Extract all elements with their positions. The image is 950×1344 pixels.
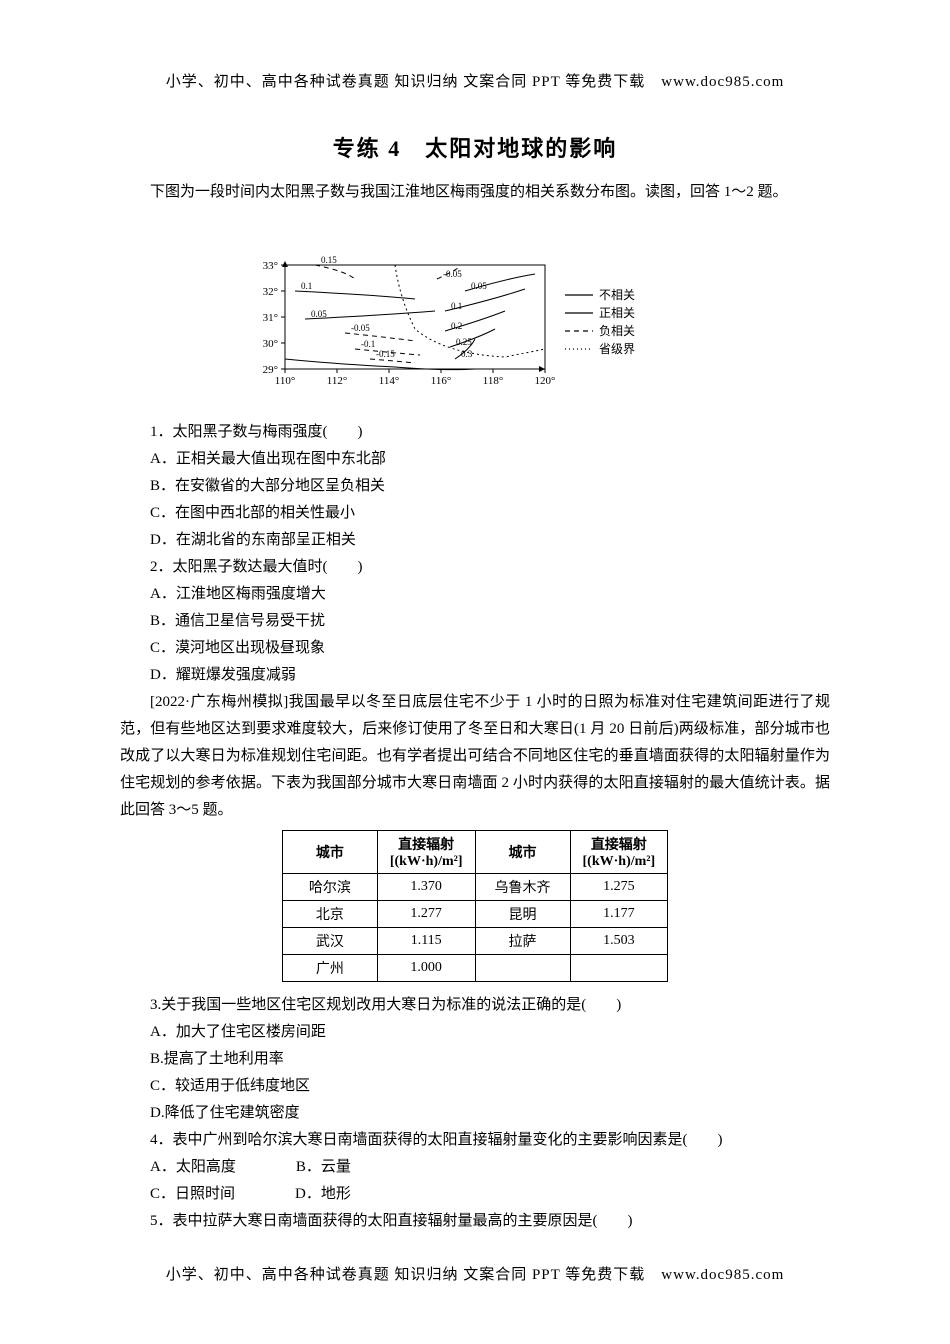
svg-text:0.3: 0.3: [461, 349, 473, 359]
page: 小学、初中、高中各种试卷真题 知识归纳 文案合同 PPT 等免费下载 www.d…: [0, 0, 950, 1344]
table-cell: [570, 955, 668, 982]
q2-option-b: B．通信卫星信号易受干扰: [120, 608, 830, 635]
svg-text:30°: 30°: [263, 338, 278, 350]
svg-text:-0.1: -0.1: [361, 339, 375, 349]
svg-text:0.05: 0.05: [471, 281, 487, 291]
table-cell: 1.177: [570, 901, 668, 928]
svg-text:31°: 31°: [263, 312, 278, 324]
q5-stem: 5．表中拉萨大寒日南墙面获得的太阳直接辐射量最高的主要原因是( ): [120, 1208, 830, 1235]
table-row: 哈尔滨1.370乌鲁木齐1.275: [282, 874, 667, 901]
page-header: 小学、初中、高中各种试卷真题 知识归纳 文案合同 PPT 等免费下载 www.d…: [120, 70, 830, 91]
svg-text:118°: 118°: [483, 375, 504, 387]
q4-options-ab: A．太阳高度 B．云量: [120, 1154, 830, 1181]
q2-option-d: D．耀斑爆发强度减弱: [120, 662, 830, 689]
table-cell: 乌鲁木齐: [475, 874, 570, 901]
q3-option-a: A．加大了住宅区楼房间距: [120, 1019, 830, 1046]
q4-options-cd: C．日照时间 D．地形: [120, 1181, 830, 1208]
svg-text:114°: 114°: [379, 375, 400, 387]
table-row: 武汉1.115拉萨1.503: [282, 928, 667, 955]
svg-text:112°: 112°: [327, 375, 348, 387]
q2-option-c: C．漠河地区出现极昼现象: [120, 635, 830, 662]
svg-text:负相关: 负相关: [599, 324, 635, 338]
svg-text:32°: 32°: [263, 286, 278, 298]
svg-text:0.15: 0.15: [321, 255, 337, 265]
table-cell: 武汉: [282, 928, 377, 955]
table-row: 广州1.000: [282, 955, 667, 982]
q1-option-b: B．在安徽省的大部分地区呈负相关: [120, 473, 830, 500]
q3-option-d: D.降低了住宅建筑密度: [120, 1100, 830, 1127]
svg-text:33°: 33°: [263, 260, 278, 272]
q2-option-a: A．江淮地区梅雨强度增大: [120, 581, 830, 608]
table-cell: 昆明: [475, 901, 570, 928]
q4-option-a: A．太阳高度: [150, 1159, 236, 1175]
svg-text:0.2: 0.2: [451, 321, 462, 331]
page-footer: 小学、初中、高中各种试卷真题 知识归纳 文案合同 PPT 等免费下载 www.d…: [0, 1263, 950, 1284]
correlation-map-chart: 110° 112° 114° 116° 118° 120° 29° 30° 31° 32° 33° 0…: [235, 214, 715, 404]
table-cell: 哈尔滨: [282, 874, 377, 901]
table-cell: 拉萨: [475, 928, 570, 955]
svg-text:0.1: 0.1: [451, 301, 462, 311]
q1-option-c: C．在图中西北部的相关性最小: [120, 500, 830, 527]
q3-stem: 3.关于我国一些地区住宅区规划改用大寒日为标准的说法正确的是( ): [120, 992, 830, 1019]
svg-text:0.25: 0.25: [456, 337, 472, 347]
table-header-cell: 直接辐射[(kW·h)/m²]: [377, 831, 475, 874]
q3-option-b: B.提高了土地利用率: [120, 1046, 830, 1073]
svg-text:-0.15: -0.15: [376, 349, 395, 359]
q3-option-c: C．较适用于低纬度地区: [120, 1073, 830, 1100]
table-cell: 1.277: [377, 901, 475, 928]
svg-text:116°: 116°: [431, 375, 452, 387]
q4-stem: 4．表中广州到哈尔滨大寒日南墙面获得的太阳直接辐射量变化的主要影响因素是( ): [120, 1127, 830, 1154]
table-cell: 1.000: [377, 955, 475, 982]
table-cell: 1.275: [570, 874, 668, 901]
table-cell: 广州: [282, 955, 377, 982]
q1-option-a: A．正相关最大值出现在图中东北部: [120, 446, 830, 473]
context-paragraph-2: [2022·广东梅州模拟]我国最早以冬至日底层住宅不少于 1 小时的日照为标准对…: [120, 689, 830, 824]
table-header-cell: 城市: [282, 831, 377, 874]
chart-container: 110° 112° 114° 116° 118° 120° 29° 30° 31° 32° 33° 0…: [120, 214, 830, 409]
intro-paragraph: 下图为一段时间内太阳黑子数与我国江淮地区梅雨强度的相关系数分布图。读图，回答 1…: [120, 179, 830, 206]
svg-text:0.05: 0.05: [311, 309, 327, 319]
table-cell: 1.115: [377, 928, 475, 955]
svg-text:不相关: 不相关: [599, 288, 635, 302]
table-cell: [475, 955, 570, 982]
svg-text:0.1: 0.1: [301, 281, 312, 291]
table-cell: 1.370: [377, 874, 475, 901]
page-title: 专练 4 太阳对地球的影响: [120, 131, 830, 163]
svg-text:-0.05: -0.05: [351, 323, 370, 333]
svg-text:110°: 110°: [275, 375, 296, 387]
svg-text:120°: 120°: [535, 375, 556, 387]
q4-option-d: D．地形: [295, 1186, 351, 1202]
q1-option-d: D．在湖北省的东南部呈正相关: [120, 527, 830, 554]
table-header-cell: 直接辐射[(kW·h)/m²]: [570, 831, 668, 874]
radiation-table: 城市直接辐射[(kW·h)/m²]城市直接辐射[(kW·h)/m²]哈尔滨1.3…: [282, 830, 668, 982]
svg-text:-0.05: -0.05: [443, 269, 462, 279]
table-cell: 北京: [282, 901, 377, 928]
q4-option-b: B．云量: [296, 1159, 351, 1175]
table-cell: 1.503: [570, 928, 668, 955]
svg-text:29°: 29°: [263, 364, 278, 376]
q1-stem: 1．太阳黑子数与梅雨强度( ): [120, 419, 830, 446]
table-row: 北京1.277昆明1.177: [282, 901, 667, 928]
svg-text:正相关: 正相关: [599, 306, 635, 320]
q4-option-c: C．日照时间: [150, 1186, 235, 1202]
table-header-cell: 城市: [475, 831, 570, 874]
q2-stem: 2．太阳黑子数达最大值时( ): [120, 554, 830, 581]
svg-text:省级界: 省级界: [599, 342, 635, 356]
